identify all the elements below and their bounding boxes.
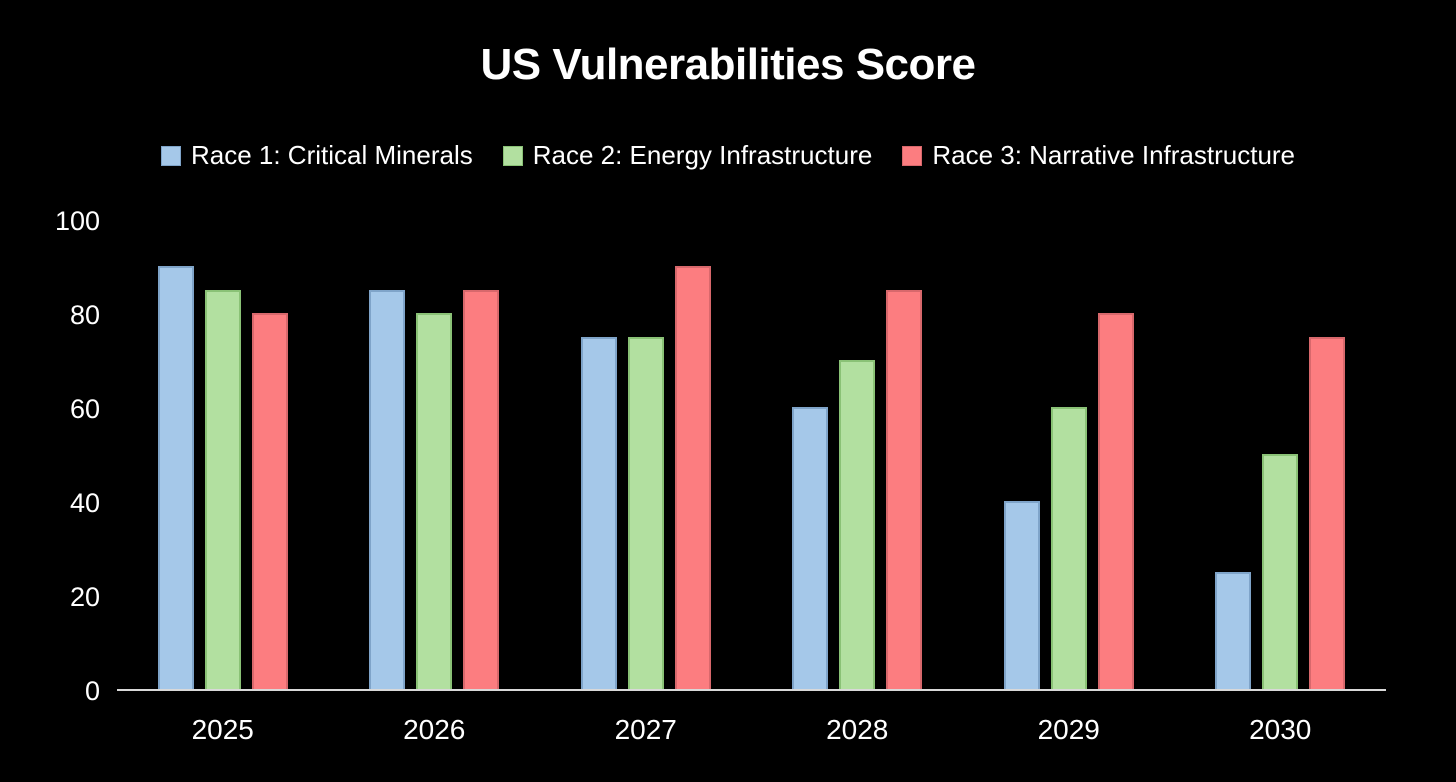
legend-swatch-icon	[160, 145, 181, 166]
legend-swatch-icon	[502, 145, 523, 166]
legend-label: Race 2: Energy Infrastructure	[532, 140, 873, 170]
legend-label: Race 1: Critical Minerals	[190, 140, 473, 170]
bar-series-3-2026	[463, 289, 500, 689]
y-tick-label: 20	[69, 582, 100, 612]
bar-group-2026	[329, 221, 541, 689]
bar-series-3-2025	[251, 313, 288, 689]
x-tick-label: 2026	[403, 714, 466, 745]
x-tick-label: 2030	[1249, 714, 1312, 745]
bar-series-1-2025	[157, 266, 194, 689]
chart-title: US Vulnerabilities Score	[480, 40, 977, 89]
y-axis: 0 20 40 60 80 100	[0, 0, 100, 782]
y-tick-label: 40	[69, 488, 100, 518]
bar-series-2-2028	[839, 360, 876, 689]
bar-group-2028	[752, 221, 964, 689]
plot-area	[117, 221, 1386, 691]
bar-series-3-2028	[886, 289, 923, 689]
legend: Race 1: Critical Minerals Race 2: Energy …	[0, 140, 1456, 171]
bar-series-2-2025	[204, 289, 241, 689]
y-tick-label: 80	[69, 300, 100, 330]
bar-group-2027	[540, 221, 752, 689]
x-tick-label: 2028	[826, 714, 889, 745]
bar-series-1-2028	[792, 407, 829, 689]
bar-series-1-2026	[369, 289, 406, 689]
bar-series-3-2027	[674, 266, 711, 689]
legend-item-2: Race 2: Energy Infrastructure	[502, 140, 873, 171]
legend-label: Race 3: Narrative Infrastructure	[932, 140, 1296, 170]
y-tick-label: 100	[54, 206, 100, 236]
bar-series-2-2026	[416, 313, 453, 689]
bar-group-2025	[117, 221, 329, 689]
bar-series-2-2027	[627, 336, 664, 689]
x-tick-label: 2025	[191, 714, 254, 745]
y-tick-label: 60	[69, 394, 100, 424]
legend-item-3: Race 3: Narrative Infrastructure	[902, 140, 1295, 171]
bar-series-1-2027	[580, 336, 617, 689]
bar-series-2-2029	[1050, 407, 1087, 689]
bar-series-2-2030	[1262, 454, 1299, 689]
y-tick-label: 0	[84, 676, 100, 706]
x-tick-label: 2027	[614, 714, 677, 745]
bar-series-3-2030	[1309, 336, 1346, 689]
bar-group-2029	[963, 221, 1175, 689]
bar-series-1-2029	[1003, 501, 1040, 689]
bar-series-3-2029	[1097, 313, 1134, 689]
x-tick-label: 2029	[1037, 714, 1100, 745]
legend-swatch-icon	[902, 145, 923, 166]
legend-item-1: Race 1: Critical Minerals	[160, 140, 473, 171]
bar-group-2030	[1175, 221, 1387, 689]
bar-series-1-2030	[1215, 571, 1252, 689]
x-axis: 2025 2026 2027 2028 2029 2030	[117, 712, 1386, 748]
